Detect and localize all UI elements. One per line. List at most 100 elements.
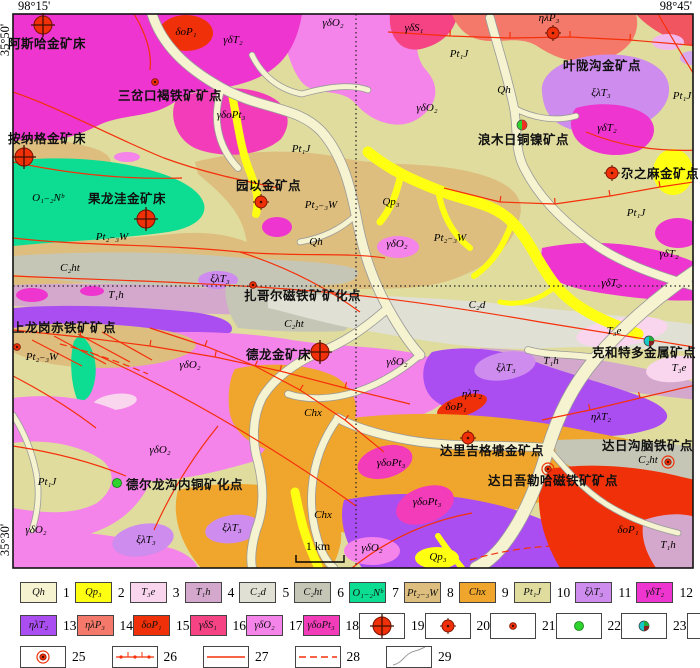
unit-label: δoP₁ xyxy=(617,524,638,536)
legend-number: 2 xyxy=(118,585,125,601)
legend-number: 25 xyxy=(72,649,86,665)
legend-swatch: γδO₂ xyxy=(246,615,283,636)
legend-swatch: γδS₁ xyxy=(190,615,227,636)
poly-point-symbol xyxy=(644,336,654,346)
unit-label: γδT₂ xyxy=(601,277,621,289)
legend-item-26: 26 xyxy=(112,646,178,668)
legend-item-4: T₁h 4 xyxy=(185,582,235,603)
unit-label: γδS₁ xyxy=(405,22,424,34)
unit-label: C₂ht xyxy=(60,262,81,274)
legend-number: 12 xyxy=(679,585,693,601)
unit-label: Chx xyxy=(304,407,322,419)
deposit-label: 克和特多金属矿点 xyxy=(592,345,696,360)
legend-number: 1 xyxy=(63,585,70,601)
point-small-symbol xyxy=(152,79,159,86)
legend-symbol-box xyxy=(20,646,66,668)
legend-number: 22 xyxy=(608,618,622,634)
legend-symbol-box xyxy=(386,646,432,668)
legend-item-6: C₂ht 6 xyxy=(294,582,344,603)
deposit-label: 扎哥尔磁铁矿矿化点 xyxy=(244,288,361,303)
unit-label: T₁h xyxy=(660,539,676,551)
unit-label: ξλT₃ xyxy=(591,87,611,99)
unit-label: γδO₂ xyxy=(416,102,437,114)
unit-label: γδoPt₃ xyxy=(377,457,406,469)
legend-item-28: 28 xyxy=(295,646,361,668)
deposit-label: 阿斯哈金矿床 xyxy=(8,36,86,51)
legend-swatch: Pt₁J xyxy=(514,582,551,603)
legend-item-22: 22 xyxy=(556,613,622,639)
scale-label: 1 km xyxy=(306,539,331,553)
coord-left-bottom: 35°30' xyxy=(0,524,12,556)
legend-number: 19 xyxy=(411,618,425,634)
unit-label: Pt₁J xyxy=(672,90,693,102)
unit-label: Qh xyxy=(309,236,323,248)
legend-swatch: Pt₂₋₃W xyxy=(404,582,441,603)
cu-point-symbol xyxy=(574,621,583,630)
legend-number: 6 xyxy=(337,585,344,601)
unit-label: ηλT₂ xyxy=(462,388,482,400)
deposit-label: 三岔口褐铁矿矿点 xyxy=(118,88,222,103)
legend-number: 15 xyxy=(176,618,190,634)
unit-label: T₃e xyxy=(672,362,687,374)
legend-swatch: γδoPt₃ xyxy=(303,615,340,636)
unit-label: Pt₂₋₃W xyxy=(25,351,59,363)
legend-number: 27 xyxy=(255,649,269,665)
point-large-symbol xyxy=(440,618,456,634)
deposit-label: 果龙洼金矿床 xyxy=(87,191,166,206)
legend-symbol-box xyxy=(295,646,341,668)
unit-label: γδO₂ xyxy=(361,542,382,554)
unit-label: Pt₂₋₃W xyxy=(95,231,129,243)
legend-swatch: ηλT₂ xyxy=(20,615,57,636)
legend-symbol-box xyxy=(112,646,158,668)
deposit-label: 按纳格金矿床 xyxy=(8,131,86,146)
legend-item-8: Pt₂₋₃W 8 xyxy=(404,582,454,603)
unit-label: Pt₂₋₃W xyxy=(304,199,338,211)
deposit-label: 达日吾勒哈磁铁矿矿点 xyxy=(488,473,618,488)
unit-label: Pt₁J xyxy=(291,143,312,155)
legend-symbol-box xyxy=(687,613,700,639)
unit-label: δoP₁ xyxy=(445,401,466,413)
legend-number: 14 xyxy=(120,618,134,634)
legend-symbol-box xyxy=(425,613,471,639)
legend-item-25: 25 xyxy=(20,646,86,668)
unit-label: ξλT₃ xyxy=(136,534,156,546)
legend-item-21: 21 xyxy=(490,613,556,639)
unit-label: C₂ht xyxy=(284,318,305,330)
unit-label: T₁h xyxy=(543,355,559,367)
unit-label: C₂ht xyxy=(638,454,659,466)
point-small-symbol xyxy=(14,344,21,351)
legend-swatch: T₁h xyxy=(185,582,222,603)
legend-number: 8 xyxy=(447,585,454,601)
legend-swatch: Qp₃ xyxy=(75,582,112,603)
legend-item-2: Qp₃ 2 xyxy=(75,582,125,603)
unit-label: γδO₂ xyxy=(179,359,200,371)
deposit-label: 叶陇沟金矿点 xyxy=(563,58,641,73)
legend-number: 28 xyxy=(347,649,361,665)
point-small-symbol xyxy=(250,282,257,289)
legend-swatch: Chx xyxy=(459,582,496,603)
unit-label: C₂d xyxy=(469,299,486,311)
legend-number: 4 xyxy=(228,585,235,601)
unit-label: γδO₂ xyxy=(25,524,46,536)
unit-label: ξλT₃ xyxy=(496,362,516,374)
legend-symbol-box xyxy=(556,613,602,639)
deposit-label: 上龙岗赤铁矿矿点 xyxy=(12,320,116,335)
legend-swatch: Qh xyxy=(20,582,57,603)
legend-swatch: C₂ht xyxy=(294,582,331,603)
unit-label: ηλT₂ xyxy=(591,411,611,423)
unit-label: ξλT₃ xyxy=(210,273,230,285)
unit-label: γδO₂ xyxy=(149,444,170,456)
deposit-label: 园以金矿点 xyxy=(236,178,301,193)
legend-item-1: Qh 1 xyxy=(20,582,70,603)
legend-number: 23 xyxy=(673,618,687,634)
